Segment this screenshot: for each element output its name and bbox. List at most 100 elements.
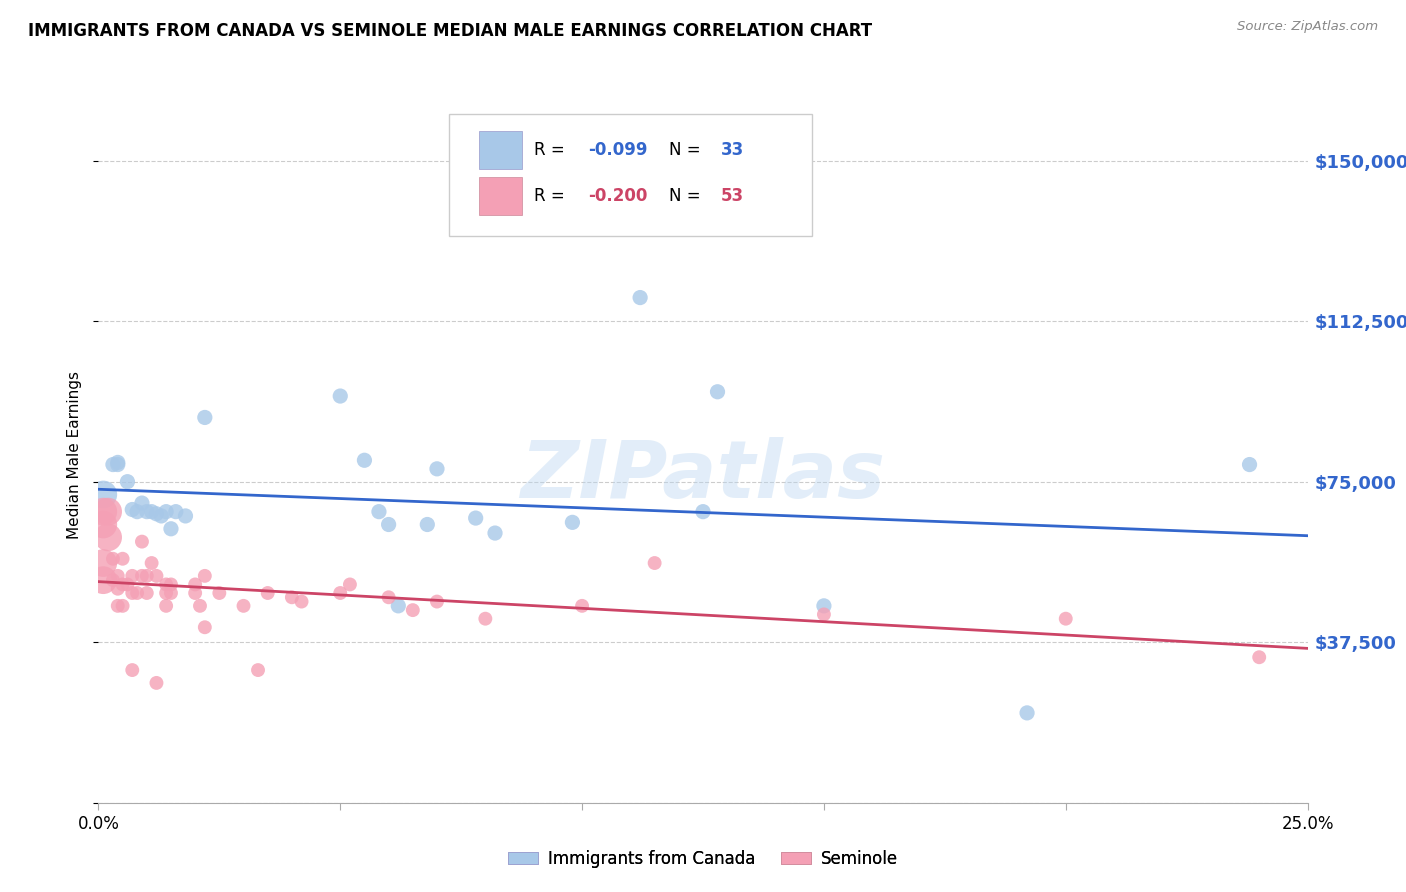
Point	[101, 551, 124, 566]
Text: Source: ZipAtlas.com: Source: ZipAtlas.com	[1237, 20, 1378, 33]
Point	[127, 586, 149, 600]
Point	[706, 384, 728, 399]
Point	[329, 389, 352, 403]
Point	[281, 591, 304, 605]
Point	[160, 522, 183, 536]
Point	[135, 505, 157, 519]
Point	[692, 505, 714, 519]
Point	[160, 577, 183, 591]
Point	[1015, 706, 1038, 720]
Text: N =: N =	[669, 187, 706, 205]
Point	[247, 663, 270, 677]
Point	[165, 505, 187, 519]
Point	[160, 586, 183, 600]
Point	[402, 603, 425, 617]
Point	[194, 410, 217, 425]
Point	[561, 516, 583, 530]
Text: R =: R =	[534, 187, 569, 205]
Point	[101, 458, 124, 472]
Legend: Immigrants from Canada, Seminole: Immigrants from Canada, Seminole	[502, 843, 904, 874]
Point	[644, 556, 666, 570]
Point	[141, 505, 163, 519]
Point	[155, 586, 177, 600]
Point	[145, 569, 167, 583]
Point	[97, 505, 120, 519]
Point	[131, 534, 153, 549]
Text: R =: R =	[534, 141, 569, 159]
Point	[91, 487, 114, 501]
Point	[111, 551, 134, 566]
Point	[145, 676, 167, 690]
Point	[188, 599, 211, 613]
Bar	[479, 131, 522, 169]
Text: IMMIGRANTS FROM CANADA VS SEMINOLE MEDIAN MALE EARNINGS CORRELATION CHART: IMMIGRANTS FROM CANADA VS SEMINOLE MEDIA…	[28, 22, 872, 40]
Point	[571, 599, 593, 613]
Point	[141, 556, 163, 570]
Point	[377, 591, 399, 605]
Point	[121, 502, 143, 516]
Point	[426, 462, 449, 476]
Point	[232, 599, 254, 613]
Point	[194, 569, 217, 583]
Point	[387, 599, 409, 613]
Point	[97, 530, 120, 544]
Point	[339, 577, 361, 591]
Point	[474, 612, 496, 626]
Point	[484, 526, 506, 541]
Point	[107, 455, 129, 469]
Point	[131, 496, 153, 510]
Point	[150, 508, 173, 523]
Point	[426, 594, 449, 608]
Point	[184, 586, 207, 600]
Point	[194, 620, 217, 634]
Point	[813, 599, 835, 613]
Point	[91, 573, 114, 587]
Point	[464, 511, 486, 525]
Point	[91, 556, 114, 570]
Point	[329, 586, 352, 600]
Point	[107, 458, 129, 472]
Point	[155, 505, 177, 519]
Point	[416, 517, 439, 532]
Point	[628, 291, 651, 305]
Point	[368, 505, 391, 519]
Point	[290, 594, 312, 608]
Point	[117, 577, 139, 591]
Point	[1054, 612, 1077, 626]
Point	[135, 586, 157, 600]
Text: -0.099: -0.099	[588, 141, 648, 159]
Text: ZIPatlas: ZIPatlas	[520, 437, 886, 515]
Point	[101, 573, 124, 587]
Point	[127, 505, 149, 519]
Point	[155, 577, 177, 591]
Point	[131, 569, 153, 583]
Point	[353, 453, 375, 467]
Point	[135, 569, 157, 583]
Point	[91, 517, 114, 532]
Point	[184, 577, 207, 591]
Text: 53: 53	[721, 187, 744, 205]
Point	[155, 599, 177, 613]
Point	[121, 569, 143, 583]
Point	[107, 569, 129, 583]
Point	[813, 607, 835, 622]
Point	[1239, 458, 1261, 472]
Point	[256, 586, 278, 600]
Point	[121, 586, 143, 600]
Point	[208, 586, 231, 600]
Point	[107, 599, 129, 613]
Point	[117, 475, 139, 489]
Point	[121, 663, 143, 677]
Text: N =: N =	[669, 141, 706, 159]
Point	[111, 577, 134, 591]
Point	[145, 507, 167, 521]
Point	[377, 517, 399, 532]
Y-axis label: Median Male Earnings: Median Male Earnings	[67, 371, 83, 539]
Bar	[479, 177, 522, 215]
Point	[1249, 650, 1271, 665]
FancyBboxPatch shape	[449, 114, 811, 235]
Text: -0.200: -0.200	[588, 187, 648, 205]
Point	[111, 599, 134, 613]
Point	[91, 505, 114, 519]
Point	[107, 582, 129, 596]
